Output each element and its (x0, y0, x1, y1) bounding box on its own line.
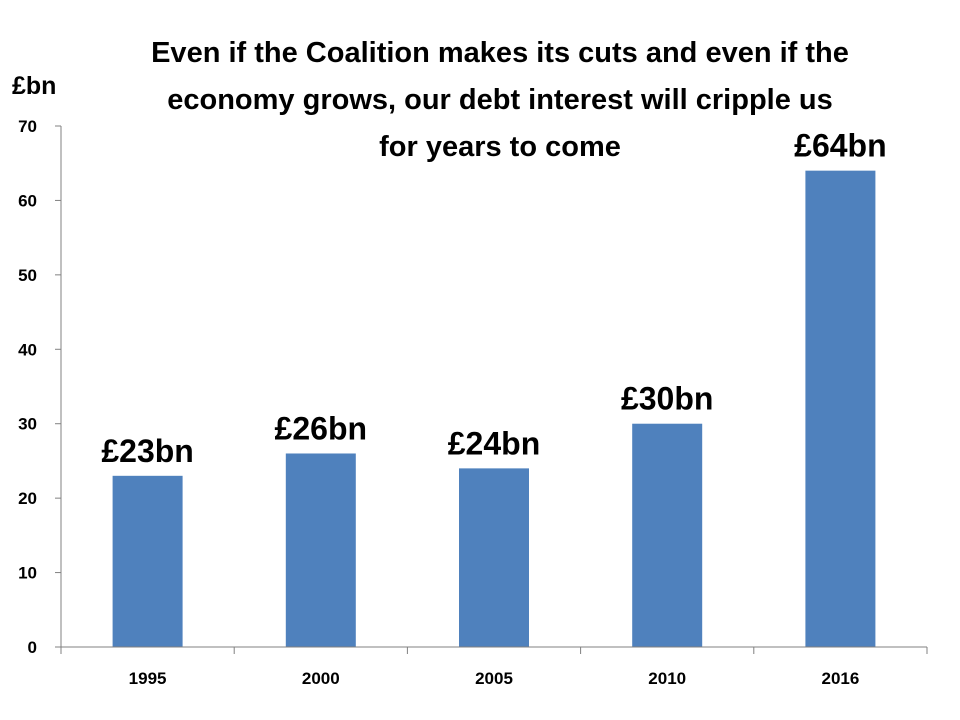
bar-2016 (805, 170, 876, 647)
y-tick-label: 30 (18, 415, 37, 434)
y-tick-label: 0 (28, 638, 37, 657)
y-tick-label: 40 (18, 340, 37, 359)
data-label-2000: £26bn (275, 410, 367, 446)
x-tick-label-2000: 2000 (302, 669, 340, 688)
data-label-2010: £30bn (621, 381, 713, 417)
y-tick-label: 20 (18, 489, 37, 508)
y-tick-label: 60 (18, 191, 37, 210)
data-labels: £23bn £26bn £24bn £30bn £64bn (101, 128, 886, 469)
x-tick-label-2010: 2010 (648, 669, 686, 688)
y-axis-ticks: 0 10 20 30 40 50 60 70 (18, 117, 61, 657)
data-label-2005: £24bn (448, 425, 540, 461)
data-label-1995: £23bn (101, 433, 193, 469)
x-tick-label-2016: 2016 (821, 669, 859, 688)
chart-title-line-3: for years to come (379, 131, 621, 163)
x-tick-label-1995: 1995 (129, 669, 167, 688)
data-label-2016: £64bn (794, 128, 886, 164)
y-tick-label: 70 (18, 117, 37, 136)
y-axis-label: £bn (12, 72, 57, 100)
bar-2005 (459, 468, 529, 647)
x-axis-ticks: 1995 2000 2005 2010 2016 (60, 647, 928, 688)
bars (112, 170, 876, 647)
chart-title: Even if the Coalition makes its cuts and… (60, 30, 940, 171)
bar-1995 (112, 475, 183, 647)
chart-title-line-1: Even if the Coalition makes its cuts and… (151, 37, 849, 69)
bar-2010 (632, 423, 703, 647)
bar-2000 (285, 453, 356, 647)
x-tick-label-2005: 2005 (475, 669, 513, 688)
y-tick-label: 50 (18, 266, 37, 285)
chart-title-line-2: economy grows, our debt interest will cr… (167, 84, 833, 116)
y-tick-label: 10 (18, 564, 37, 583)
